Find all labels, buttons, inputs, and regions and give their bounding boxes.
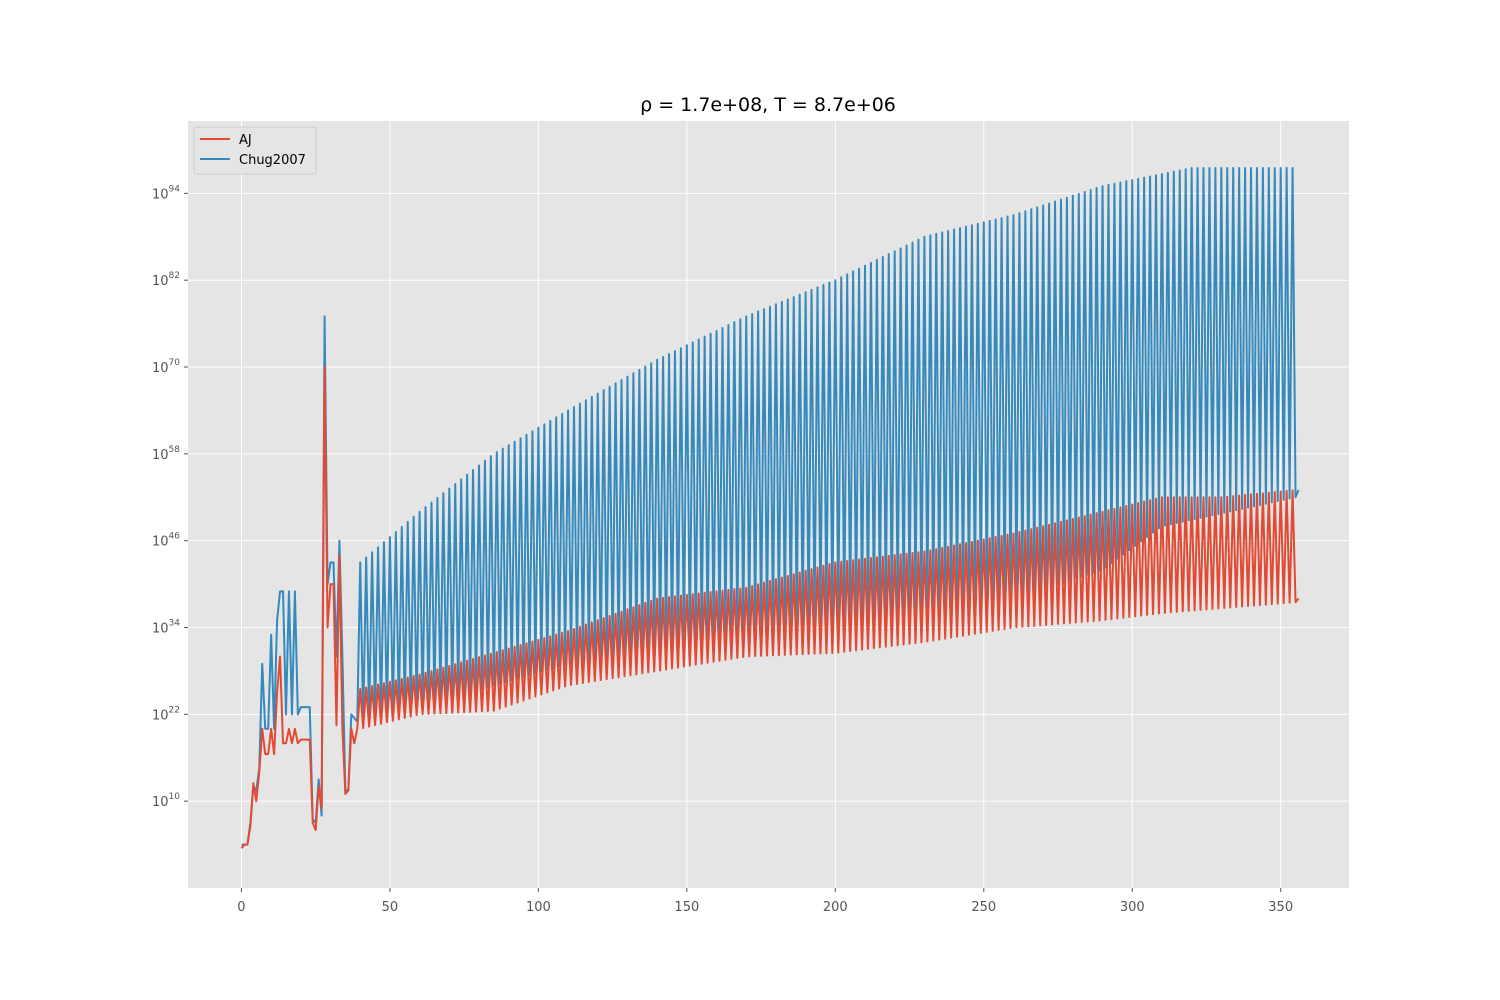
x-tick-label: 200 [823,900,848,915]
y-tick-label: 1034 [152,619,180,637]
x-axis-ticks: 0 50 100 150 200 250 300 350 [237,888,1293,915]
legend-label-aj: AJ [239,133,252,148]
chart-title: ρ = 1.7e+08, T = 8.7e+06 [640,94,896,116]
x-tick-label: 350 [1268,900,1293,915]
series-line-chug2007 [241,167,1300,846]
x-tick-label: 0 [237,900,245,915]
series-layer [240,167,1300,849]
y-tick-label: 1010 [152,792,180,810]
y-tick-label: 1058 [152,445,180,463]
x-tick-label: 150 [674,900,699,915]
x-tick-label: 50 [382,900,399,915]
y-axis-ticks: 1010 1022 1034 1046 1058 1070 1082 1094 [152,184,188,810]
x-tick-label: 250 [971,900,996,915]
y-tick-label: 1046 [152,532,180,550]
legend-label-chug2007: Chug2007 [239,153,306,168]
y-tick-label: 1094 [152,184,180,202]
x-tick-label: 300 [1120,900,1145,915]
legend: AJ Chug2007 [193,126,317,175]
y-tick-label: 1022 [152,705,180,723]
y-tick-label: 1082 [152,271,180,289]
series-line-aj [240,366,1300,849]
x-tick-label: 100 [526,900,551,915]
y-tick-label: 1070 [152,358,180,376]
